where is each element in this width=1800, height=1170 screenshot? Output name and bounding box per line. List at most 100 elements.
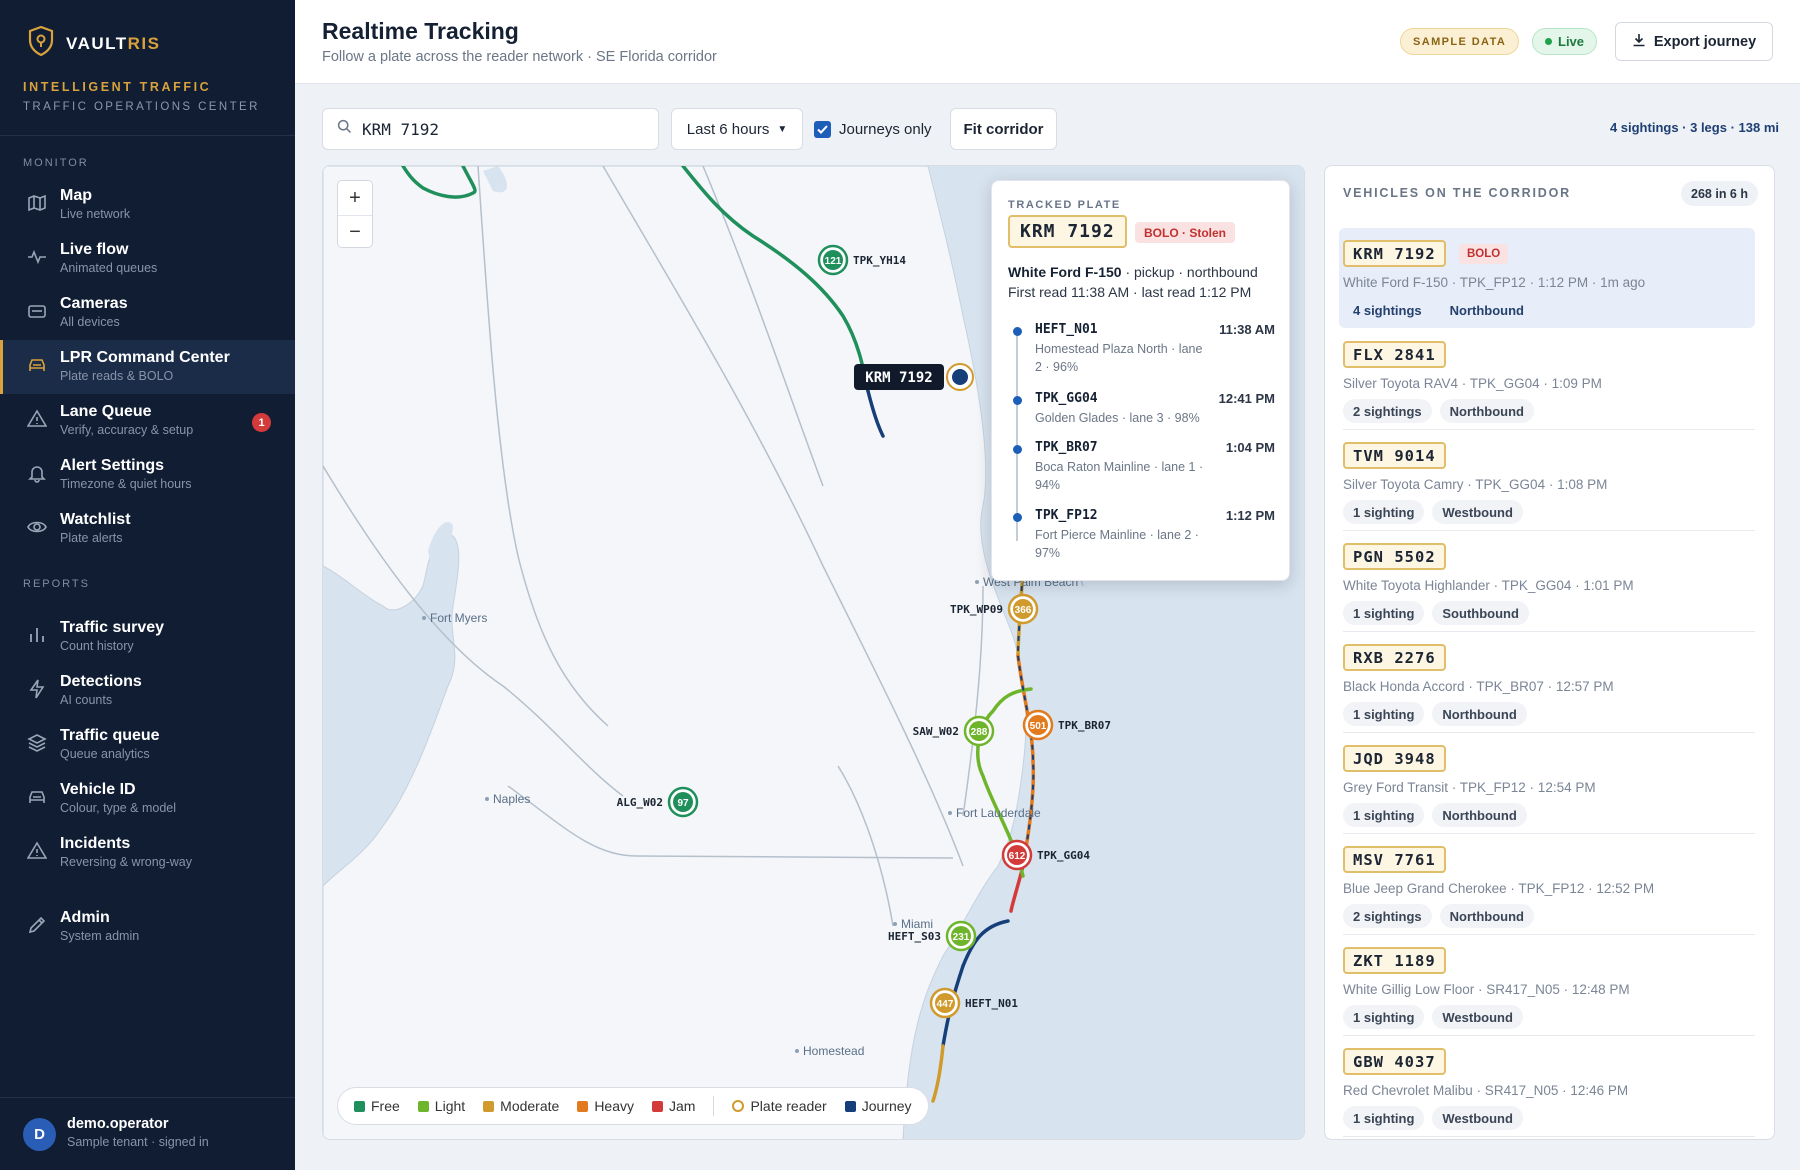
sidebar-item-traffic-survey[interactable]: Traffic survey Count history <box>0 610 295 664</box>
page-title: Realtime Tracking <box>322 18 519 44</box>
tracked-plate-card: TRACKED PLATE KRM 7192 BOLO · Stolen Whi… <box>991 180 1290 581</box>
reader-marker-TPK_WP09[interactable]: 366 TPK_WP09 <box>950 593 1039 625</box>
vehicle-row[interactable]: KRM 7192 BOLO White Ford F-150 · TPK_FP12 … <box>1339 228 1755 328</box>
sidebar-item-vehicle-id[interactable]: Vehicle ID Colour, type & model <box>0 772 295 826</box>
vehicle-plate: MSV 7761 <box>1343 846 1446 873</box>
camera-icon <box>26 300 48 322</box>
timeline-desc: Boca Raton Mainline · lane 1 · 94% <box>1035 460 1204 492</box>
vehicle-row[interactable]: FLX 2841 Silver Toyota RAV4 · TPK_GG04 · … <box>1339 329 1755 430</box>
map-legend: Free Light Moderate Heavy Jam Plate reader J… <box>337 1087 929 1125</box>
sidebar-item-label: Vehicle ID <box>60 781 136 798</box>
bar-chart-icon <box>26 624 48 646</box>
sidebar-item-lpr[interactable]: LPR Command Center Plate reads & BOLO <box>0 340 295 394</box>
vehicle-row[interactable]: RXB 2276 Black Honda Accord · TPK_BR07 · … <box>1339 632 1755 733</box>
reader-marker-TPK_GG04[interactable]: 612 TPK_GG04 <box>1001 839 1090 871</box>
vehicle-row[interactable]: GBW 4037 Red Chevrolet Malibu · SR417_N05… <box>1339 1036 1755 1137</box>
timeline-reader: HEFT_N01 <box>1035 322 1098 337</box>
live-badge: Live <box>1532 28 1598 55</box>
vehicle-info: White Ford F-150 · TPK_FP12 · 1:12 PM · … <box>1343 275 1646 290</box>
reader-count: 366 <box>1015 605 1032 616</box>
legend-label: Journey <box>861 1098 912 1114</box>
road <box>837 765 894 927</box>
sidebar-item-traffic-queue[interactable]: Traffic queue Queue analytics <box>0 718 295 772</box>
sidebar-item-cameras[interactable]: Cameras All devices <box>0 286 295 340</box>
journeys-only-toggle[interactable]: Journeys only <box>814 108 932 150</box>
vehicle-row[interactable]: JQD 3948 Grey Ford Transit · TPK_FP12 · 1… <box>1339 733 1755 834</box>
vehicle-row[interactable]: PGN 5502 White Toyota Highlander · TPK_GG… <box>1339 531 1755 632</box>
sidebar-item-sublabel: All devices <box>60 315 120 329</box>
read-times: First read 11:38 AM · last read 1:12 PM <box>1008 284 1252 300</box>
reader-label: HEFT_N01 <box>965 997 1018 1010</box>
vehicle-row[interactable]: MSV 7761 Blue Jeep Grand Cherokee · TPK_F… <box>1339 834 1755 935</box>
legend-label: Light <box>434 1098 466 1114</box>
sidebar-item-live-flow[interactable]: Live flow Animated queues <box>0 232 295 286</box>
plate-marker-label: KRM 7192 <box>865 370 932 386</box>
reader-marker-ALG_W02[interactable]: 97 ALG_W02 <box>617 786 699 818</box>
zoom-in-button[interactable]: + <box>349 186 361 209</box>
vehicle-row[interactable]: ZKT 1189 White Gillig Low Floor · SR417_N… <box>1339 935 1755 1036</box>
sidebar-item-sublabel: Plate reads & BOLO <box>60 369 174 383</box>
row-divider <box>1343 732 1755 733</box>
place-label: Fort Myers <box>430 611 487 625</box>
sidebar-item-watchlist[interactable]: Watchlist Plate alerts <box>0 502 295 556</box>
sidebar-item-alert-settings[interactable]: Alert Settings Timezone & quiet hours <box>0 448 295 502</box>
square-icon <box>483 1100 495 1112</box>
sidebar-item-sublabel: Count history <box>60 639 134 653</box>
vehicle-row[interactable]: TVM 9014 Silver Toyota Camry · TPK_GG04 ·… <box>1339 430 1755 531</box>
sidebar-item-map[interactable]: Map Live network <box>0 178 295 232</box>
vehicle-info: White Toyota Highlander · TPK_GG04 · 1:0… <box>1343 578 1634 593</box>
bolo-badge: BOLO <box>1459 244 1509 264</box>
fit-corridor-button[interactable]: Fit corridor <box>950 108 1057 150</box>
sidebar-item-incidents[interactable]: Incidents Reversing & wrong-way <box>0 826 295 880</box>
sightings-chip: 2 sightings <box>1343 399 1432 423</box>
reader-label: ALG_W02 <box>617 796 663 809</box>
direction-chip: Westbound <box>1432 1106 1523 1130</box>
sidebar-item-sublabel: Animated queues <box>60 261 158 275</box>
road-network <box>323 166 1084 927</box>
reader-marker-HEFT_S03[interactable]: 231 HEFT_S03 <box>888 920 977 952</box>
warning-icon <box>26 408 48 430</box>
sidebar-item-admin[interactable]: Admin System admin <box>0 900 295 954</box>
sidebar-item-label: Alert Settings <box>60 457 165 474</box>
sidebar-item-label: Live flow <box>60 241 129 258</box>
legend-journey: Journey <box>844 1098 912 1114</box>
vehicle-chips: 1 sighting Southbound <box>1343 601 1529 625</box>
sidebar-item-label: Traffic queue <box>60 727 160 744</box>
brand[interactable]: VAULTRIS <box>28 25 160 61</box>
plate-search-input[interactable] <box>362 119 642 139</box>
square-icon <box>652 1100 663 1112</box>
sidebar-item-sublabel: Live network <box>60 207 131 221</box>
tracking-map[interactable]: Fort Myers West Palm Beach Naples Fort Laud… <box>322 165 1305 1140</box>
row-divider <box>1343 934 1755 935</box>
reader-count: 97 <box>677 798 689 809</box>
reader-marker-TPK_YH14[interactable]: 121 TPK_YH14 <box>817 244 906 276</box>
reader-marker-SAW_W02[interactable]: 288 SAW_W02 <box>913 715 995 747</box>
checkbox-checked-icon[interactable] <box>814 120 831 138</box>
traffic-segment <box>401 166 477 199</box>
sidebar-item-label: Map <box>60 187 92 204</box>
road <box>602 166 964 867</box>
plate-search[interactable] <box>322 108 659 150</box>
reader-marker-HEFT_N01[interactable]: 447 HEFT_N01 <box>929 987 1018 1019</box>
tracked-plate-marker[interactable]: KRM 7192 <box>854 363 974 391</box>
direction-chip: Westbound <box>1432 500 1523 524</box>
timeline-dot-icon <box>1013 396 1022 405</box>
reader-count: 121 <box>825 256 842 267</box>
vehicle-chips: 4 sightings Northbound <box>1343 298 1534 322</box>
reader-marker-TPK_BR07[interactable]: 501 TPK_BR07 <box>1022 709 1111 741</box>
vehicle-plate: KRM 7192 <box>1343 240 1446 267</box>
direction-chip: Northbound <box>1439 904 1534 928</box>
sidebar-item-detections[interactable]: Detections AI counts <box>0 664 295 718</box>
zoom-out-button[interactable]: − <box>338 215 372 249</box>
user-profile[interactable]: D demo.operator Sample tenant · signed i… <box>0 1097 295 1170</box>
sightings-chip: 4 sightings <box>1353 302 1422 318</box>
sidebar-item-lane-queue[interactable]: Lane Queue Verify, accuracy & setup 1 <box>0 394 295 448</box>
direction-chip: Westbound <box>1432 1005 1523 1029</box>
eye-icon <box>26 516 48 538</box>
timeline-reader: TPK_FP12 <box>1035 508 1098 523</box>
vehicle-chips: 2 sightings Northbound <box>1343 904 1534 928</box>
time-range-select[interactable]: Last 6 hours ▼ <box>671 108 803 150</box>
export-journey-button[interactable]: Export journey <box>1615 22 1773 61</box>
vehicle-info: Silver Toyota RAV4 · TPK_GG04 · 1:09 PM <box>1343 376 1602 391</box>
